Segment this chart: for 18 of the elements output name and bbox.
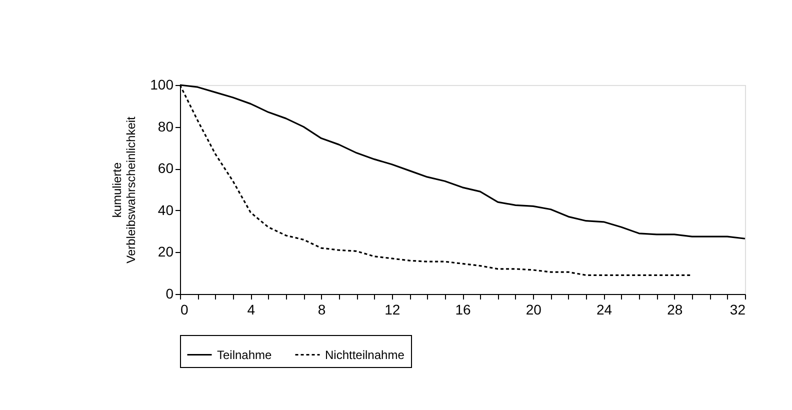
y-tick-label: 60 <box>158 160 174 176</box>
x-tick-label: 24 <box>596 302 612 318</box>
x-tick-label: 32 <box>730 302 746 318</box>
y-axis-title: kumulierte Verbleibswahrscheinlichkeit <box>110 116 138 264</box>
x-tick-label: 0 <box>180 302 188 318</box>
y-tick-label: 80 <box>158 118 174 134</box>
y-tick-label: 100 <box>150 76 174 92</box>
legend-label: Nichtteilnahme <box>325 348 405 362</box>
x-tick-label: 8 <box>318 302 326 318</box>
x-tick-label: 12 <box>384 302 400 318</box>
x-tick-label: 28 <box>667 302 683 318</box>
legend-label: Teilnahme <box>217 348 272 362</box>
x-tick-label: 4 <box>247 302 256 318</box>
x-tick-label: 20 <box>526 302 542 318</box>
y-tick-label: 0 <box>166 286 174 302</box>
y-tick-label: 40 <box>158 202 174 218</box>
x-tick-label: 16 <box>455 302 471 318</box>
y-tick-label: 20 <box>158 244 174 260</box>
